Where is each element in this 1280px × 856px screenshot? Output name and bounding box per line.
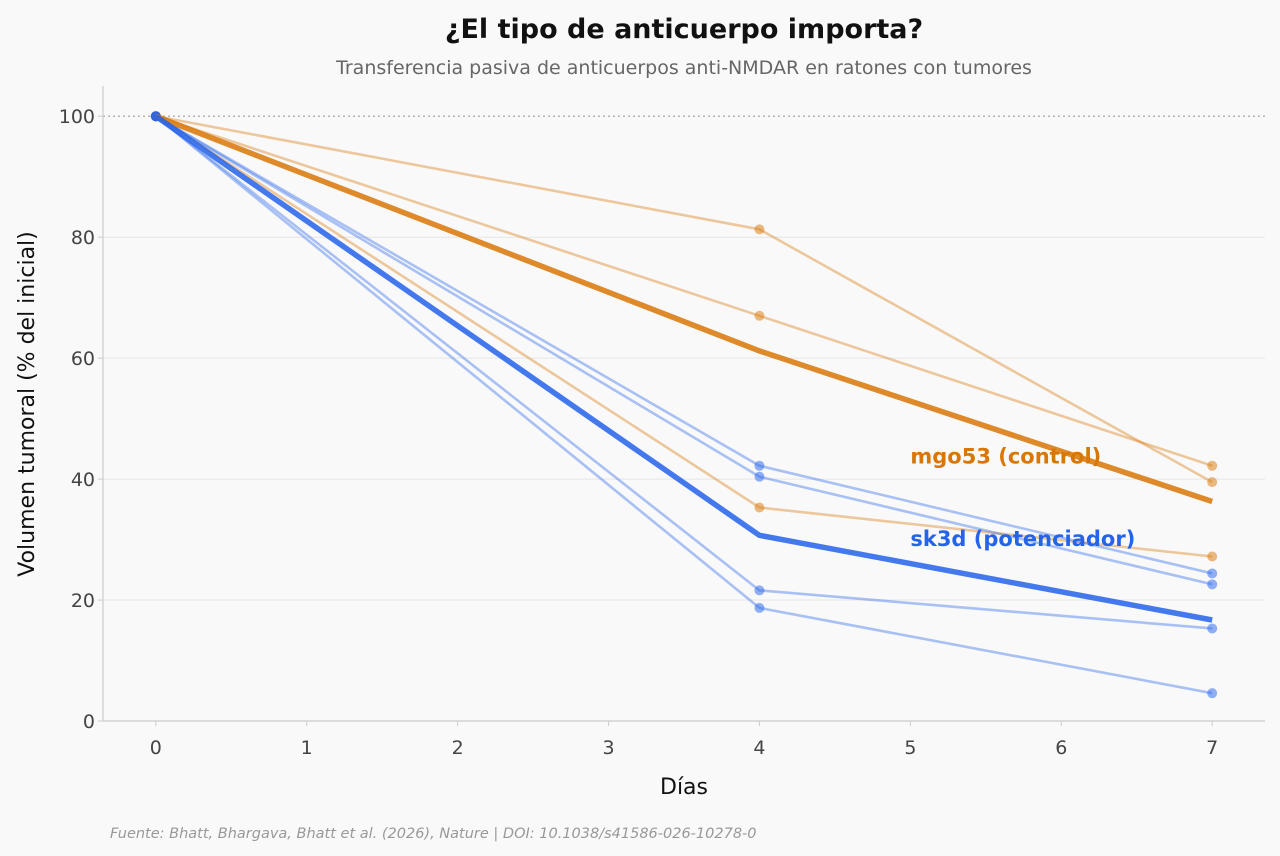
- individual-point: [754, 224, 765, 235]
- x-tick-label: 3: [602, 737, 614, 759]
- y-axis-label: Volumen tumoral (% del inicial): [15, 231, 40, 577]
- individual-point: [1207, 568, 1218, 579]
- x-tick-label: 6: [1055, 737, 1067, 759]
- individual-point: [754, 310, 765, 321]
- x-tick-label: 7: [1206, 737, 1218, 759]
- individual-line: [155, 115, 1213, 558]
- individual-point: [1207, 551, 1218, 562]
- y-tick-label: 80: [71, 227, 95, 249]
- individual-point: [1207, 460, 1218, 471]
- chart-title: ¿El tipo de anticuerpo importa?: [445, 14, 923, 45]
- x-tick-label: 1: [301, 737, 313, 759]
- individual-line: [155, 115, 1213, 630]
- individual-point: [1207, 477, 1218, 488]
- chart-subtitle: Transferencia pasiva de anticuerpos anti…: [335, 57, 1032, 79]
- individual-point: [754, 471, 765, 482]
- individual-line: [155, 114, 1213, 484]
- series-labels: mgo53 (control) sk3d (potenciador): [910, 444, 1135, 551]
- individual-line: [155, 115, 1213, 586]
- individual-point: [1207, 623, 1218, 634]
- individual-point: [1207, 579, 1218, 590]
- x-tick-label: 5: [904, 737, 916, 759]
- mean-line: [154, 113, 1214, 505]
- individual-line: [154, 115, 1213, 695]
- individual-point: [754, 502, 765, 513]
- individual-point: [754, 585, 765, 596]
- y-tick-label: 60: [71, 348, 95, 370]
- x-tick-label: 4: [753, 737, 765, 759]
- series: [150, 111, 1218, 699]
- mean-line: [154, 113, 1213, 623]
- axes: 0 20 40 60 80 100 0 1 2 3 4 5 6 7: [59, 86, 1265, 759]
- grid: [103, 115, 1265, 601]
- y-tick-label: 0: [83, 711, 95, 733]
- individual-line: [155, 115, 1213, 575]
- series-label: mgo53 (control): [910, 444, 1101, 468]
- y-tick-label: 100: [59, 106, 95, 128]
- individual-point: [754, 460, 765, 471]
- individual-point: [1207, 688, 1218, 699]
- x-axis-label: Días: [660, 775, 708, 800]
- x-tick-label: 0: [150, 737, 162, 759]
- individual-point: [754, 602, 765, 613]
- x-tick-label: 2: [452, 737, 464, 759]
- series-label: sk3d (potenciador): [910, 527, 1135, 551]
- individual-line: [155, 115, 1213, 468]
- source-note: Fuente: Bhatt, Bhargava, Bhatt et al. (2…: [110, 826, 757, 842]
- y-tick-label: 40: [71, 469, 95, 491]
- y-tick-label: 20: [71, 590, 95, 612]
